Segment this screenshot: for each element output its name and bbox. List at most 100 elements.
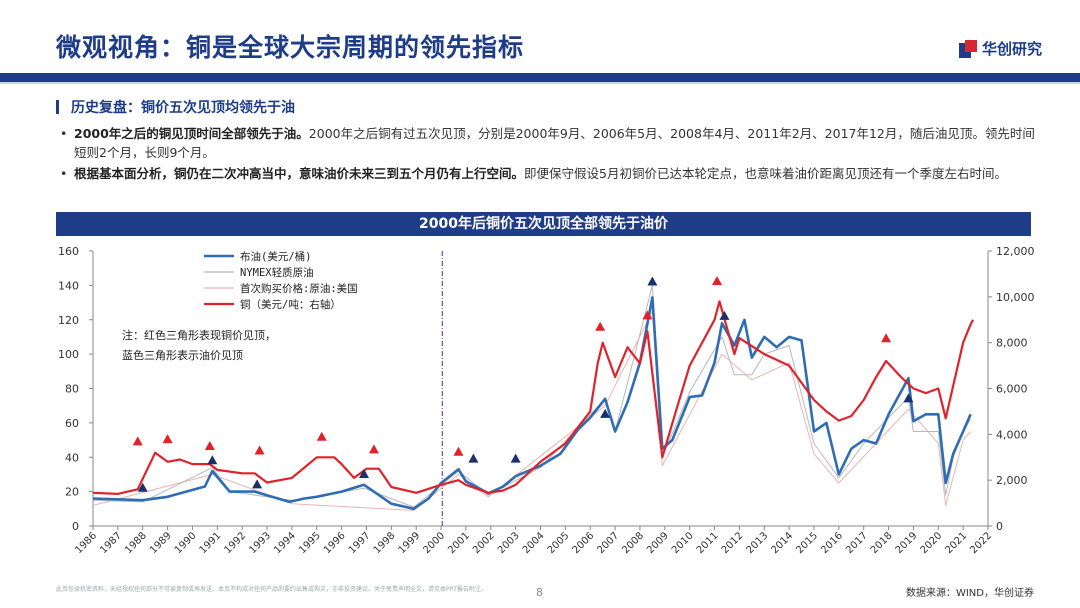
bullet-item: 2000年之后的铜见顶时间全部领先于油。2000年之后铜有过五次见顶，分别是20… [60,124,1040,162]
x-tick-label: 2017 [844,530,870,556]
legend-label: NYMEX轻质原油 [240,266,314,279]
x-tick-label: 1994 [272,530,298,556]
x-tick-label: 2015 [794,530,820,556]
x-tick-label: 1990 [173,530,199,556]
y-tick-label-right: 8,000 [996,337,1028,350]
x-tick-label: 1987 [98,530,124,556]
x-tick-label: 2006 [571,530,597,556]
x-tick-label: 2013 [745,530,771,556]
x-tick-label: 2004 [521,530,547,556]
oil-peak-marker [358,469,369,479]
x-tick-label: 1995 [297,530,323,556]
legend-label: 铜（美元/吨：右轴） [240,298,341,311]
y-tick-label-left: 60 [65,417,79,430]
page-title: 微观视角：铜是全球大宗周期的领先指标 [56,33,525,62]
copper-line [92,300,975,495]
copper-peak-marker [204,440,215,450]
oil-peak-marker [510,453,521,463]
x-tick-label: 2008 [620,530,646,556]
copper-peak-marker [642,310,653,320]
x-tick-label: 2018 [869,530,895,556]
header-rule [0,73,1080,82]
copper-peak-marker [316,431,327,441]
x-tick-label: 2010 [670,530,696,556]
section-marker [56,100,59,114]
price-chart: 0 20 40 60 80 100 120 140 160 0 2,000 4,000 6,000 8,0… [58,245,1035,556]
copper-peak-marker [162,434,173,444]
x-tick-label: 2021 [943,530,969,556]
copper-peak-marker [132,436,143,446]
first_purchase-line [92,310,971,511]
oil-peak-marker [719,310,730,320]
x-tick-label: 1993 [247,530,273,556]
x-tick-label: 2020 [919,530,945,556]
chart-axes: 0 20 40 60 80 100 120 140 160 0 2,000 4,000 6,000 8,0… [58,245,1035,556]
chart-note: 注：红色三角形表现铜价见顶， 蓝色三角形表示油价见顶 [122,328,276,362]
x-tick-label: 2011 [695,530,721,556]
legend-label: 布油(美元/桶) [240,250,311,263]
data-source: 数据来源：WIND，华创证券 [905,588,1034,599]
logo-icon [958,39,977,58]
x-tick-label: 1989 [148,530,174,556]
peak-markers [132,275,914,492]
copper-peak-marker [881,333,892,343]
x-tick-label: 2002 [471,530,497,556]
copper-peak-marker [595,321,606,331]
oil-peak-marker [207,455,218,465]
chart-series [92,284,975,511]
x-tick-label: 2003 [496,530,522,556]
y-tick-label-left: 140 [58,279,79,292]
oil-peak-marker [903,393,914,403]
x-tick-label: 2014 [769,530,795,556]
y-tick-label-right: 0 [996,520,1003,533]
copper-peak-marker [254,445,265,455]
x-tick-label: 1988 [123,530,149,556]
oil-peak-marker [468,453,479,463]
bullet-item: 根据基本面分析，铜仍在二次冲高当中，意味油价未来三到五个月仍有上行空间。即便保守… [60,164,1040,183]
copper-peak-marker [453,446,464,456]
y-tick-label-left: 40 [65,451,79,464]
brand-logo: 华创研究 [958,38,1042,59]
y-tick-label-right: 12,000 [996,245,1035,258]
x-tick-label: 1997 [347,530,373,556]
y-tick-label-right: 4,000 [996,428,1028,441]
y-tick-label-right: 6,000 [996,383,1028,396]
x-tick-label: 1999 [397,530,423,556]
y-tick-label-left: 100 [58,348,79,361]
x-tick-label: 2005 [546,530,572,556]
bullet-text: 即便保守假设5月初铜价已达本轮定点，也意味着油价距离见顶还有一个季度左右时间。 [524,166,1007,181]
copper-peak-marker [368,444,379,454]
oil-peak-marker [252,479,263,489]
logo-text: 华创研究 [981,40,1042,58]
x-tick-label: 2000 [421,530,447,556]
header-rule-light [0,82,1080,84]
page-number: 8 [536,586,543,599]
x-tick-label: 1986 [73,530,99,556]
y-tick-label-left: 20 [65,486,79,499]
x-tick-label: 2001 [446,530,472,556]
bullet-text: 2000年之后铜有过五次见顶，分别是2000年9月、2006年5月、2008年4… [74,126,1035,160]
legend-label: 首次购买价格:原油:美国 [240,282,358,295]
oil-peak-marker [137,482,148,492]
x-tick-label: 2022 [968,530,994,556]
y-tick-label-left: 160 [58,245,79,258]
bullet-list: 2000年之后的铜见顶时间全部领先于油。2000年之后铜有过五次见顶，分别是20… [60,124,1040,185]
x-tick-label: 2019 [894,530,920,556]
chart-title: 2000年后铜价五次见顶全部领先于油价 [56,212,1031,236]
bullet-bold: 2000年之后的铜见顶时间全部领先于油。 [74,126,309,141]
copper-peak-marker [712,275,723,285]
x-tick-label: 2016 [819,530,845,556]
section-title-text: 历史复盘：铜价五次见顶均领先于油 [71,100,295,116]
x-tick-label: 2009 [645,530,671,556]
section-title: 历史复盘：铜价五次见顶均领先于油 [56,97,295,117]
chart-note-line: 蓝色三角形表示油价见顶 [122,348,243,362]
x-tick-label: 2012 [720,530,746,556]
oil-peak-marker [600,408,611,418]
y-tick-label-right: 2,000 [996,474,1028,487]
x-tick-label: 1991 [198,530,224,556]
x-tick-label: 2007 [595,530,621,556]
disclaimer: 此页包含机密资料，未经授权任何部分不可被复制或再发送。本页不构成对任何产品的要约… [56,586,487,593]
y-tick-label-left: 0 [72,520,79,533]
y-tick-label-left: 80 [65,383,79,396]
